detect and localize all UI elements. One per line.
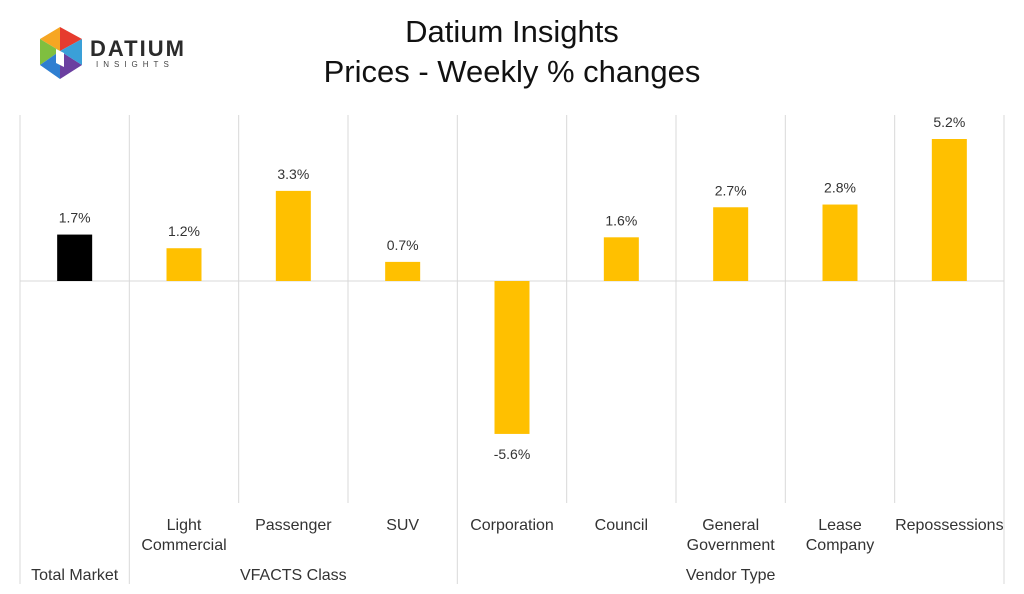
category-label: Light [167, 517, 202, 534]
category-label: General [702, 517, 759, 534]
logo-subtitle: INSIGHTS [96, 60, 174, 69]
data-label: 1.7% [59, 210, 91, 226]
logo-wordmark: DATIUM [90, 36, 186, 61]
bar [713, 207, 749, 281]
chart-title-line-1: Datium Insights [405, 14, 619, 49]
category-label: Corporation [470, 517, 554, 534]
data-label: 1.6% [605, 212, 637, 228]
bar [494, 281, 530, 434]
category-label: Company [806, 537, 874, 554]
bar [166, 248, 202, 281]
category-label: Council [595, 517, 648, 534]
data-label: 3.3% [277, 166, 309, 182]
data-label: 2.7% [715, 182, 747, 198]
bar [385, 261, 421, 281]
datium-logo-mark-icon [40, 27, 82, 79]
category-label: SUV [386, 517, 419, 534]
data-label: 0.7% [387, 237, 419, 253]
data-label: 2.8% [824, 180, 856, 196]
data-label: -5.6% [494, 446, 531, 462]
bar [822, 204, 858, 281]
bar [931, 139, 967, 281]
category-label: Passenger [255, 517, 332, 534]
group-label: Vendor Type [686, 567, 776, 584]
bar [603, 237, 639, 281]
category-label: Total Market [31, 567, 119, 584]
bar [57, 234, 93, 281]
category-label: Government [687, 537, 776, 554]
category-label: Commercial [141, 537, 226, 554]
group-label: VFACTS Class [240, 567, 347, 584]
datium-logo: DATIUM INSIGHTS [38, 27, 188, 83]
category-label: Lease [818, 517, 862, 534]
category-label: Repossessions [895, 517, 1004, 534]
bar [275, 190, 311, 281]
data-label: 5.2% [933, 114, 965, 130]
data-label: 1.2% [168, 223, 200, 239]
chart-title-line-2: Prices - Weekly % changes [323, 54, 701, 89]
